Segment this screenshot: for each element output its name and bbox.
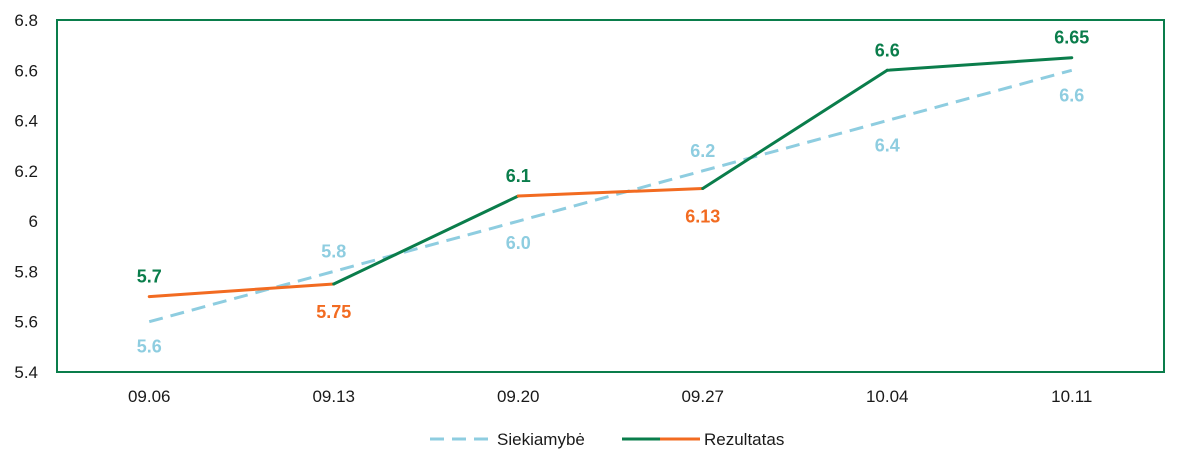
data-label-siekiamybe: 6.6 bbox=[1059, 85, 1084, 105]
data-label-rezultatas: 6.65 bbox=[1054, 28, 1089, 48]
x-tick-label: 09.27 bbox=[681, 387, 724, 406]
data-label-siekiamybe: 6.2 bbox=[690, 141, 715, 161]
x-tick-label: 10.11 bbox=[1051, 387, 1092, 406]
data-label-siekiamybe: 5.6 bbox=[137, 337, 162, 357]
series-segment-rezultatas bbox=[885, 56, 1074, 72]
data-label-siekiamybe: 5.8 bbox=[321, 241, 346, 261]
data-label-siekiamybe: 6.4 bbox=[875, 136, 900, 156]
data-label-rezultatas: 5.7 bbox=[137, 267, 162, 287]
x-tick-label: 09.20 bbox=[497, 387, 540, 406]
y-tick-label: 5.6 bbox=[14, 313, 38, 332]
data-label-siekiamybe: 6.0 bbox=[506, 233, 531, 253]
data-label-rezultatas: 6.13 bbox=[685, 206, 720, 226]
y-tick-label: 5.8 bbox=[14, 262, 38, 281]
x-tick-label: 09.06 bbox=[128, 387, 171, 406]
series-line-siekiamybe bbox=[148, 68, 1073, 324]
data-label-rezultatas: 5.75 bbox=[316, 302, 351, 322]
y-tick-label: 6.8 bbox=[14, 11, 38, 30]
legend-label-siekiamybe: Siekiamybė bbox=[497, 430, 585, 449]
y-tick-label: 6.4 bbox=[14, 112, 38, 131]
y-tick-label: 5.4 bbox=[14, 363, 38, 382]
legend-label-rezultatas: Rezultatas bbox=[704, 430, 784, 449]
series-segment-rezultatas bbox=[332, 194, 520, 286]
y-tick-label: 6.6 bbox=[14, 61, 38, 80]
data-label-rezultatas: 6.1 bbox=[506, 166, 531, 186]
x-tick-label: 09.13 bbox=[312, 387, 355, 406]
data-label-rezultatas: 6.6 bbox=[875, 40, 900, 60]
x-tick-label: 10.04 bbox=[866, 387, 909, 406]
series-segment-rezultatas bbox=[701, 68, 889, 190]
y-tick-label: 6.2 bbox=[14, 162, 38, 181]
y-tick-label: 6 bbox=[29, 212, 38, 231]
series-segment-rezultatas bbox=[147, 282, 336, 299]
plot-frame bbox=[56, 19, 1165, 373]
series-segment-rezultatas bbox=[516, 186, 705, 198]
